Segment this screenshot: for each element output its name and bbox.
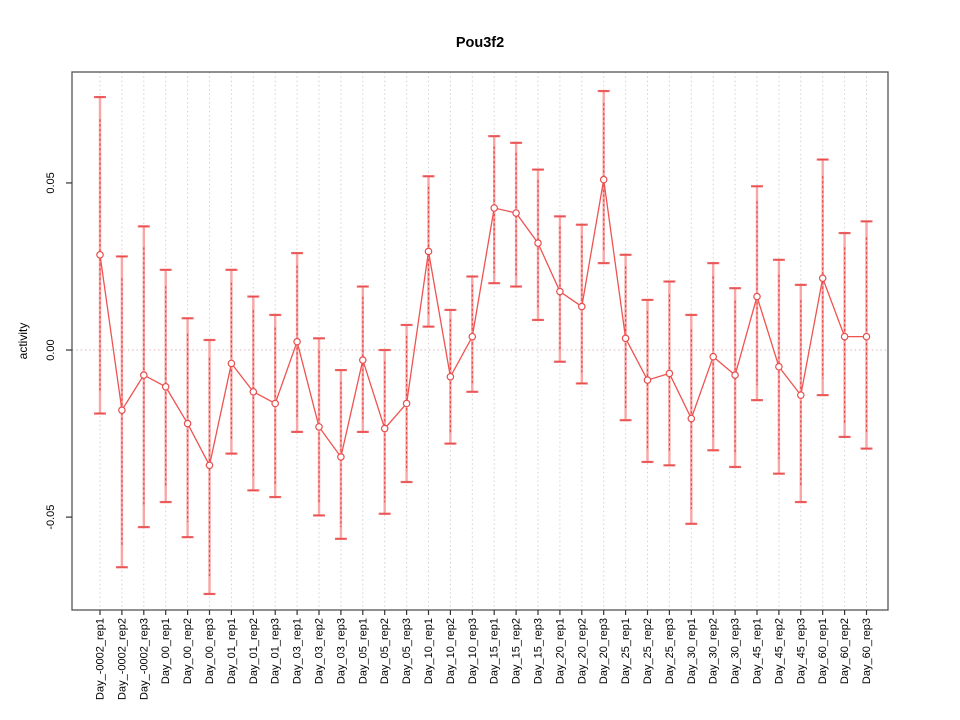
x-tick-label: Day_01_rep1: [226, 618, 238, 684]
series-line: [99, 179, 867, 468]
data-point: [599, 175, 608, 184]
x-tick-label: Day_-0002_rep1: [95, 618, 107, 700]
data-point: [140, 371, 148, 379]
y-tick-label: -0.05: [45, 505, 57, 530]
data-point: [315, 423, 323, 431]
data-point: [534, 239, 542, 247]
data-point: [731, 371, 739, 379]
x-tick-label: Day_15_rep1: [489, 618, 501, 684]
x-tick-label: Day_05_rep3: [401, 618, 413, 684]
x-tick-label: Day_25_rep1: [620, 618, 632, 684]
data-point: [380, 424, 389, 433]
x-tick-label: Day_01_rep2: [248, 618, 260, 684]
x-tick-label: Day_03_rep1: [292, 618, 304, 684]
y-axis-title: activity: [16, 323, 30, 360]
data-point: [249, 387, 258, 396]
data-point: [271, 399, 280, 408]
x-tick-label: Day_00_rep2: [182, 618, 194, 684]
x-tick-label: Day_03_rep2: [314, 618, 326, 684]
data-point: [490, 204, 499, 212]
x-tick-label: Day_03_rep3: [335, 618, 347, 684]
x-tick-label: Day_20_rep3: [598, 618, 610, 684]
x-tick-label: Day_45_rep3: [795, 618, 807, 684]
data-point: [161, 382, 170, 391]
x-tick-label: Day_25_rep3: [664, 618, 676, 684]
data-point: [621, 334, 630, 343]
data-point: [337, 453, 345, 461]
x-tick-label: Day_00_rep3: [204, 618, 216, 684]
data-point: [227, 359, 236, 368]
x-tick-label: Day_20_rep1: [554, 618, 566, 684]
plot-area: Day_-0002_rep1 Day_-0002_rep2 Day_-0002_re…: [45, 71, 889, 700]
y-tick-label: 0.05: [45, 172, 57, 193]
data-point: [753, 292, 761, 301]
data-point: [358, 356, 367, 364]
data-point: [577, 302, 586, 311]
x-tick-label: Day_60_rep2: [839, 618, 851, 684]
x-tick-label: Day_45_rep1: [752, 618, 764, 684]
x-tick-label: Day_10_rep2: [445, 618, 457, 684]
data-point: [424, 247, 433, 256]
error-bar: [181, 317, 194, 539]
data-point: [840, 332, 849, 341]
x-tick-label: Day_10_rep3: [467, 618, 479, 684]
data-point: [468, 332, 477, 341]
x-tick-label: Day_30_rep2: [708, 618, 720, 684]
x-tick-label: Day_45_rep2: [773, 618, 785, 684]
data-point: [205, 461, 214, 470]
data-point: [818, 274, 827, 282]
data-point: [643, 376, 652, 384]
data-point: [775, 362, 783, 371]
x-tick-label: Day_05_rep2: [379, 618, 391, 684]
x-tick-label: Day_25_rep2: [642, 618, 654, 684]
plot-border: [71, 71, 889, 611]
data-point: [183, 419, 192, 428]
x-tick-label: Day_60_rep3: [861, 618, 873, 684]
data-point: [556, 287, 564, 296]
chart-title: Pou3f2: [456, 35, 504, 51]
data-point: [512, 209, 520, 217]
x-tick-label: Day_00_rep1: [160, 618, 172, 684]
x-tick-label: Day_30_rep1: [686, 618, 698, 684]
x-tick-label: Day_-0002_rep3: [138, 618, 150, 700]
x-tick-label: Day_10_rep1: [423, 618, 435, 684]
data-point: [796, 391, 805, 399]
data-point: [446, 372, 455, 381]
x-tick-label: Day_20_rep2: [576, 618, 588, 684]
data-point: [709, 352, 718, 361]
data-point: [862, 332, 871, 341]
x-tick-label: Day_15_rep2: [511, 618, 523, 684]
x-tick-label: Day_05_rep1: [357, 618, 369, 684]
data-point: [96, 250, 104, 259]
data-point: [118, 406, 126, 414]
data-point: [687, 414, 696, 423]
data-point: [402, 399, 411, 408]
x-tick-label: Day_-0002_rep2: [116, 618, 128, 700]
x-tick-label: Day_15_rep3: [533, 618, 545, 684]
x-tick-label: Day_60_rep1: [817, 618, 829, 684]
x-tick-label: Day_01_rep3: [270, 618, 282, 684]
data-point: [665, 369, 674, 378]
x-tick-label: Day_30_rep3: [730, 618, 742, 684]
data-point: [293, 337, 301, 346]
y-tick-label: 0.00: [45, 339, 57, 360]
